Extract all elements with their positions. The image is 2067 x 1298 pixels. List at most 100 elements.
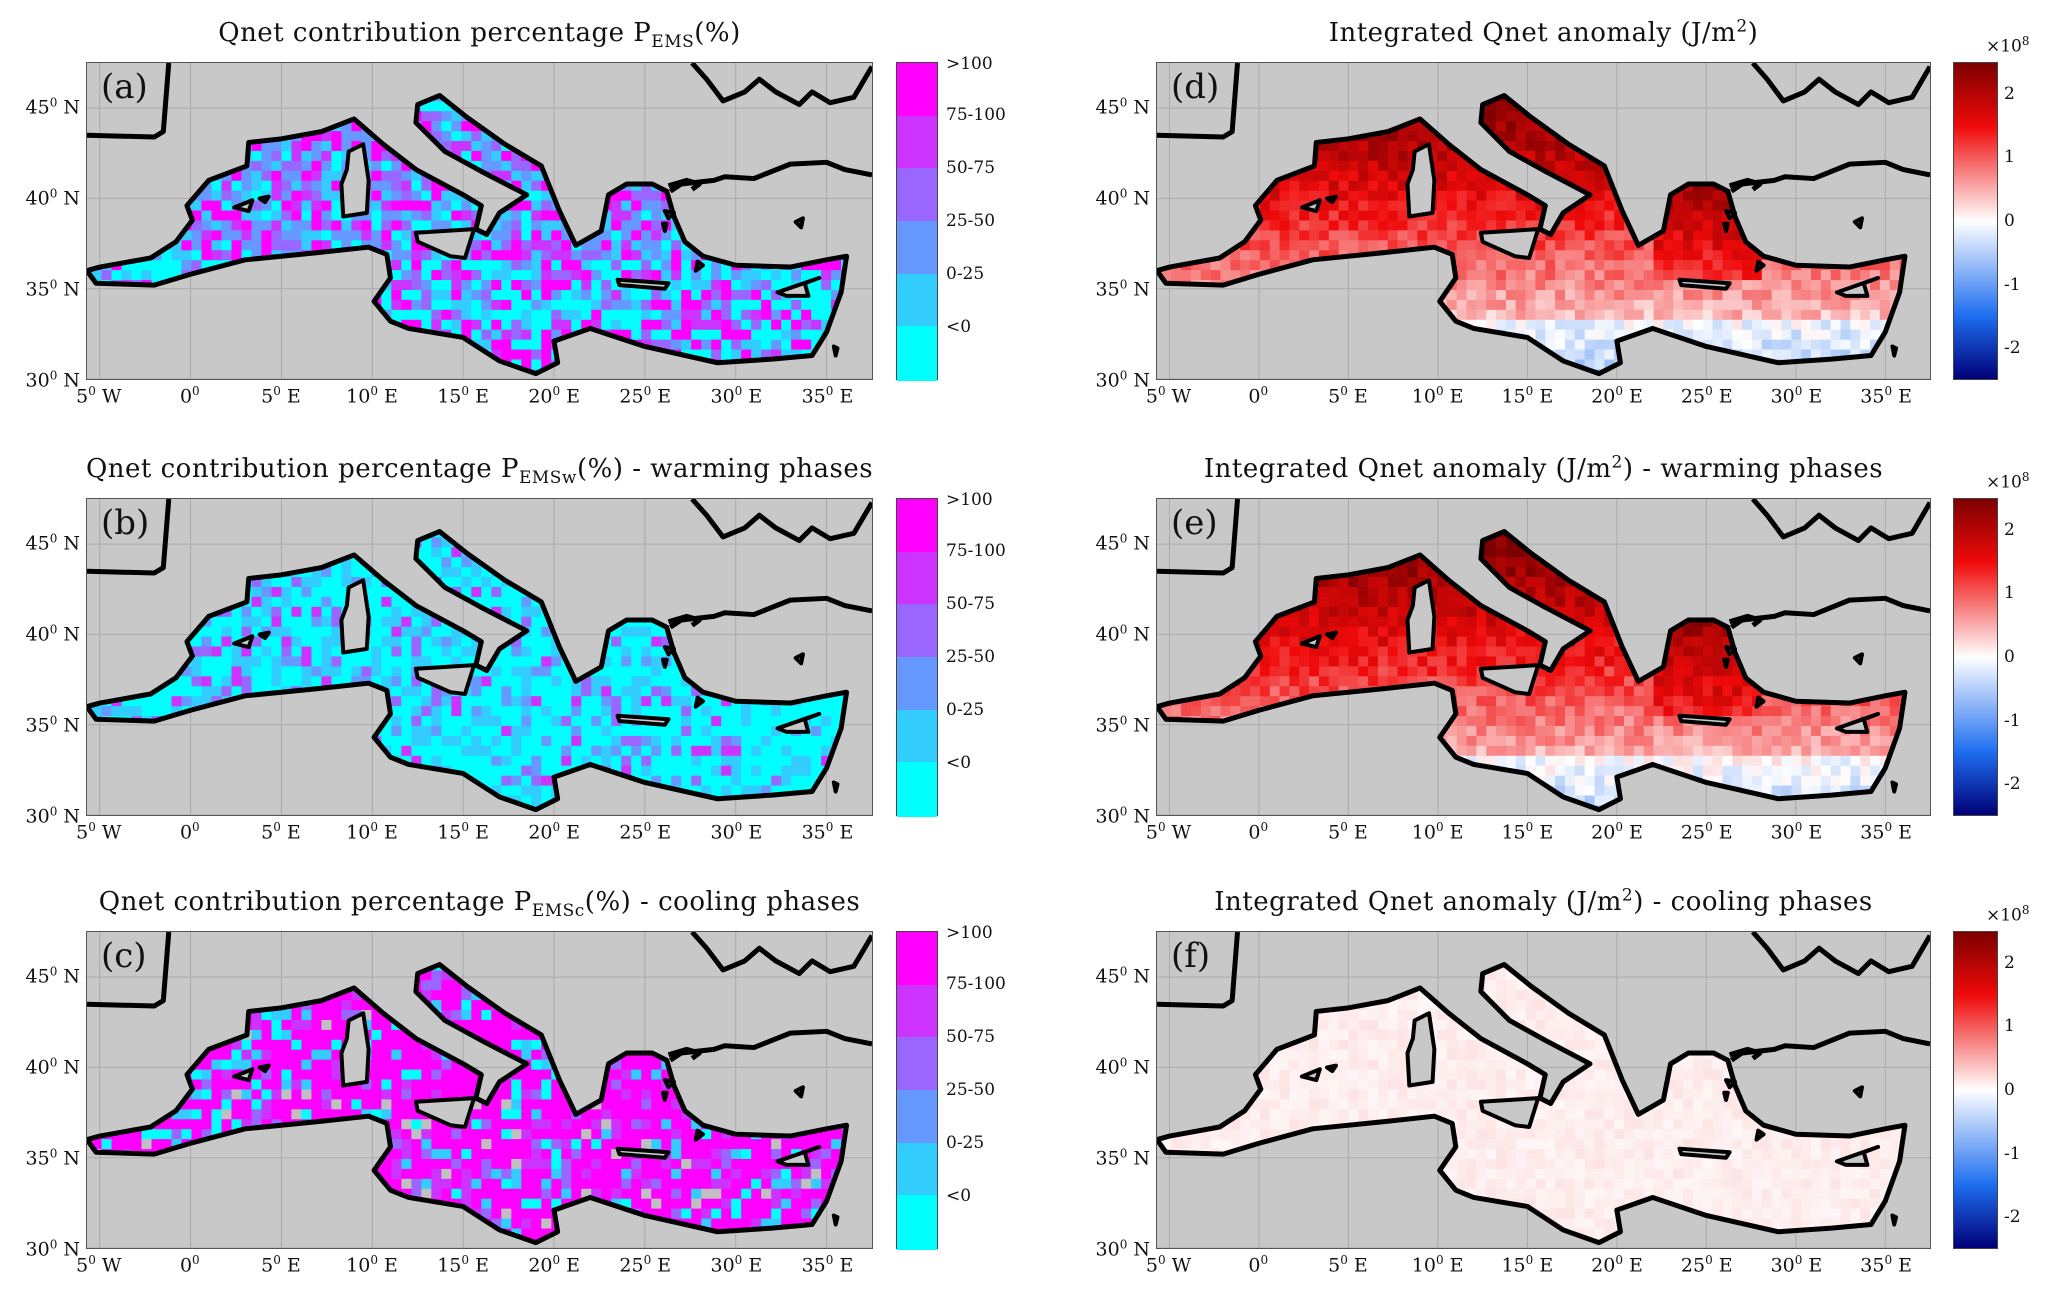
map-cell xyxy=(561,230,572,241)
map-cell xyxy=(571,586,582,597)
map-cell xyxy=(631,230,642,241)
map-cell xyxy=(511,100,522,112)
map-cell xyxy=(151,775,162,786)
map-cell xyxy=(411,805,422,810)
map-cell xyxy=(521,785,532,796)
map-cell xyxy=(581,100,592,112)
map-cell xyxy=(161,190,172,201)
map-cell xyxy=(581,150,592,161)
island-outline xyxy=(778,278,820,296)
map-cell xyxy=(201,239,212,251)
map-cell xyxy=(91,616,102,627)
map-cell xyxy=(371,230,382,241)
map-cell xyxy=(201,329,212,340)
map-cell xyxy=(611,150,622,161)
map-cell xyxy=(221,755,232,766)
map-cell xyxy=(371,785,382,796)
map-cell xyxy=(331,110,342,122)
map-cell xyxy=(731,596,742,607)
map-cell xyxy=(101,1238,112,1243)
map-cell xyxy=(87,586,92,597)
map-cell xyxy=(151,536,162,548)
map-cell xyxy=(581,95,592,102)
map-cell xyxy=(321,546,332,558)
map-cell xyxy=(851,319,861,329)
map-cell xyxy=(87,596,92,607)
map-cell xyxy=(661,725,672,736)
map-cell xyxy=(701,775,712,786)
map-cell xyxy=(391,795,402,806)
map-cell xyxy=(281,170,292,181)
map-cell xyxy=(281,220,292,231)
map-cell xyxy=(631,249,642,261)
map-axes[interactable]: (b) xyxy=(86,498,873,816)
map-cell xyxy=(681,359,692,370)
map-cell xyxy=(801,180,812,191)
map-cell xyxy=(531,110,542,122)
map-cell xyxy=(801,81,811,91)
map-cell xyxy=(631,556,642,568)
map-cell xyxy=(111,785,122,796)
map-cell xyxy=(87,170,92,181)
map-cell xyxy=(411,531,422,538)
map-cell xyxy=(221,309,232,320)
map-cell xyxy=(131,140,142,151)
map-cell xyxy=(621,369,632,374)
map-cell xyxy=(551,576,562,587)
map-cell xyxy=(711,259,722,271)
map-cell xyxy=(511,170,522,181)
map-cell xyxy=(701,130,712,142)
map-cell xyxy=(371,210,382,221)
map-cell xyxy=(121,239,132,251)
map-cell xyxy=(311,695,322,707)
map-cell xyxy=(421,546,432,558)
map-cell xyxy=(651,596,662,607)
map-cell xyxy=(801,636,812,647)
map-cell xyxy=(581,140,592,151)
map-cell xyxy=(261,120,272,132)
map-cell xyxy=(131,349,142,360)
map-cell xyxy=(281,180,292,191)
map-cell xyxy=(491,745,502,756)
map-cell xyxy=(151,705,162,717)
map-cell xyxy=(361,785,372,796)
map-cell xyxy=(271,81,281,91)
map-cell xyxy=(301,775,312,786)
map-cell xyxy=(91,606,102,617)
map-cell xyxy=(661,531,672,538)
map-cell xyxy=(701,239,712,251)
map-cell xyxy=(621,239,632,251)
map-cell xyxy=(361,289,372,300)
map-cell xyxy=(831,606,842,617)
map-cell xyxy=(751,100,762,112)
map-cell xyxy=(581,745,592,756)
map-cell xyxy=(121,339,132,350)
map-cell xyxy=(491,329,502,340)
map-cell xyxy=(611,130,622,142)
map-cell xyxy=(751,369,762,374)
map-cell xyxy=(531,517,541,527)
map-cell xyxy=(781,745,792,756)
map-cell xyxy=(211,725,222,736)
map-axes[interactable]: (c) xyxy=(86,931,873,1249)
map-cell xyxy=(451,646,462,657)
map-cell xyxy=(671,130,682,142)
map-cell xyxy=(501,190,512,201)
map-cell xyxy=(701,556,712,568)
map-cell xyxy=(141,785,152,796)
map-cell xyxy=(721,150,732,161)
map-cell xyxy=(301,369,312,374)
map-cell xyxy=(111,576,122,587)
map-cell xyxy=(611,259,622,271)
map-cell xyxy=(801,299,812,310)
map-cell xyxy=(641,646,652,657)
map-cell xyxy=(131,210,142,221)
map-cell xyxy=(381,517,391,527)
map-cell xyxy=(141,656,152,667)
tick-hemisphere: E xyxy=(560,385,581,408)
map-cell xyxy=(271,160,282,171)
map-cell xyxy=(831,576,842,587)
map-axes[interactable]: (a) xyxy=(86,62,873,380)
map-cell xyxy=(751,666,762,677)
map-canvas xyxy=(87,63,872,379)
